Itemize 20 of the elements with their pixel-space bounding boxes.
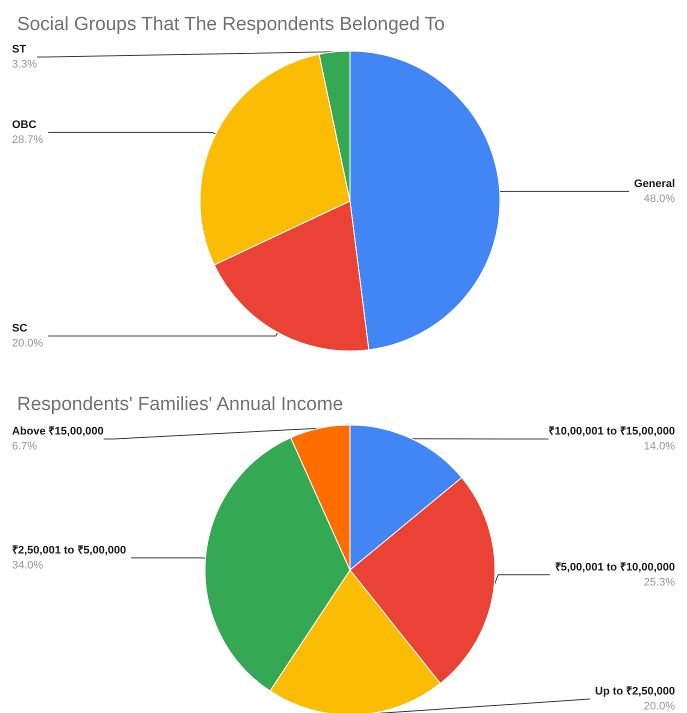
data-label: 3.3%	[12, 58, 38, 70]
slice-label: Up to ₹2,50,000	[595, 686, 675, 698]
slice-label: ₹10,00,001 to ₹15,00,000	[548, 426, 675, 438]
slice-label: ST	[12, 44, 26, 56]
data-label: 14.0%	[644, 440, 676, 452]
slice-label: ₹2,50,001 to ₹5,00,000	[12, 544, 126, 556]
data-label: 25.3%	[644, 576, 676, 588]
data-label: 20.0%	[644, 700, 676, 712]
slice-label: Above ₹15,00,000	[12, 426, 104, 438]
chart-title: Respondents' Families' Annual Income	[17, 394, 344, 415]
data-label: 48.0%	[644, 192, 676, 205]
data-label: 20.0%	[12, 337, 44, 350]
data-label: 28.7%	[12, 134, 44, 146]
slice-label: OBC	[12, 118, 36, 131]
slice-label: General	[634, 178, 675, 190]
data-label: 6.7%	[12, 440, 38, 452]
chart-title: Social Groups That The Respondents Belonged To	[17, 14, 445, 35]
slice-label: SC	[12, 322, 28, 334]
data-label: 34.0%	[12, 559, 44, 572]
slice-label: ₹5,00,001 to ₹10,00,000	[554, 561, 675, 574]
